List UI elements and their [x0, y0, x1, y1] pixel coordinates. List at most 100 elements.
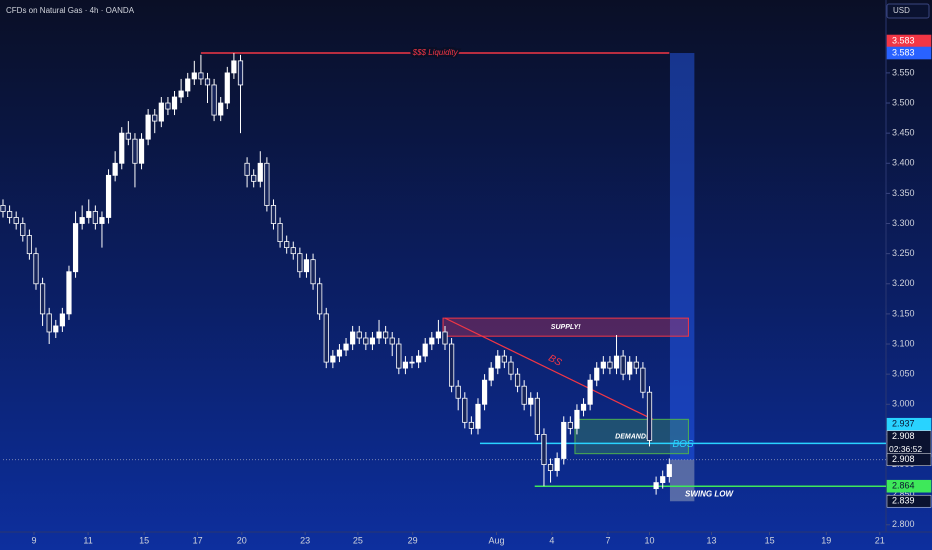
x-tick-label: 13 [707, 535, 717, 545]
y-tick-label: 3.550 [892, 67, 915, 77]
candle-body [402, 361, 409, 369]
candle-body [323, 313, 329, 363]
candle-body [86, 211, 92, 218]
candle-body [613, 355, 620, 369]
candle-body [666, 464, 672, 477]
y-tick-label: 3.450 [892, 128, 915, 138]
candle-body [72, 223, 79, 273]
candle-body [158, 102, 164, 122]
candle-body [409, 361, 415, 364]
candle-body [646, 391, 653, 441]
candle-body [416, 355, 422, 363]
candle-body [534, 397, 540, 435]
axes: 2.8002.8502.9002.9503.0003.0503.1003.150… [31, 34, 932, 545]
bs-line [444, 317, 654, 420]
y-tick-label: 3.100 [892, 338, 915, 348]
price-tag-label: 2.908 [892, 454, 915, 464]
candle-body [600, 361, 606, 369]
candle-body [284, 241, 290, 249]
candle-body [39, 283, 46, 315]
candle-body [204, 78, 211, 86]
candle-body [270, 205, 277, 224]
candle-body [376, 331, 382, 339]
candle-body [627, 361, 633, 375]
candle-body [640, 367, 646, 393]
candle-body [561, 421, 567, 459]
candle-body [620, 355, 626, 375]
y-tick-label: 3.200 [892, 278, 915, 288]
price-tag-label: 2.908 [892, 431, 915, 441]
candle-body [145, 114, 151, 140]
supply-zone [442, 317, 689, 337]
candle-body [277, 223, 283, 242]
price-tag-label: 3.583 [892, 35, 915, 45]
candle-body [6, 211, 13, 218]
x-tick-label: 10 [644, 535, 654, 545]
x-tick-label: 9 [31, 535, 36, 545]
currency-box[interactable] [886, 3, 930, 19]
price-tag-label: 2.937 [892, 419, 915, 429]
price-tag [886, 417, 932, 431]
candle-body [185, 78, 191, 92]
candle-body [633, 361, 639, 369]
y-tick-label: 3.400 [892, 158, 915, 168]
candle-body [198, 72, 204, 80]
candle-body [422, 343, 428, 357]
candle-body [66, 271, 72, 315]
candle-body [429, 337, 435, 345]
candle-body [59, 313, 65, 327]
candle-body [330, 355, 336, 363]
x-tick-label: 11 [83, 535, 92, 545]
candle-body [389, 337, 395, 345]
y-tick-label: 3.000 [892, 399, 915, 409]
candle-body [244, 162, 250, 176]
candle-body [178, 90, 184, 98]
candle-body [13, 217, 19, 224]
x-tick-label: 7 [605, 535, 610, 545]
x-tick-label: 19 [821, 535, 831, 545]
countdown: 02:36:52 [889, 444, 922, 454]
candle-body [435, 331, 442, 339]
y-tick-label: 3.050 [892, 369, 915, 379]
candle-body [152, 114, 158, 122]
candle-body [660, 476, 666, 483]
candle-body [26, 235, 32, 255]
candle-body [310, 259, 316, 285]
candle-body [231, 60, 237, 74]
liquidity-label: $$$ Liquidity [412, 48, 459, 57]
candle-body [237, 60, 244, 86]
y-tick-label: 2.800 [892, 519, 915, 529]
candle-body [501, 355, 507, 363]
chart-title: CFDs on Natural Gas · 4h · OANDA [6, 6, 135, 15]
target-zone [669, 53, 695, 460]
candle-body [653, 482, 659, 490]
candle-body [475, 403, 481, 429]
candle-body [514, 373, 521, 387]
candle-body [33, 253, 39, 285]
y-tick-label: 2.850 [892, 489, 915, 499]
candle-body [317, 283, 323, 315]
y-tick-label: 3.350 [892, 188, 915, 198]
price-tag [886, 479, 932, 493]
candle-body [0, 205, 6, 212]
candle-body [567, 421, 573, 429]
x-tick-label: 25 [353, 535, 363, 545]
demand-label: DEMAND! [615, 433, 649, 440]
price-tag-label: 2.864 [892, 481, 915, 491]
candle-body [297, 253, 303, 273]
candle-body [574, 409, 580, 429]
candle-body [46, 313, 52, 333]
candle-body [138, 138, 145, 164]
candle-body [455, 385, 461, 399]
currency[interactable]: USD [893, 6, 910, 15]
candle-body [125, 132, 131, 140]
candle-body [264, 162, 270, 206]
x-tick-label: 29 [408, 535, 418, 545]
candle-body [508, 361, 514, 375]
demand-zone [574, 418, 689, 455]
candle-body [462, 397, 468, 423]
candle-body [119, 132, 125, 164]
candle-body [165, 102, 171, 110]
